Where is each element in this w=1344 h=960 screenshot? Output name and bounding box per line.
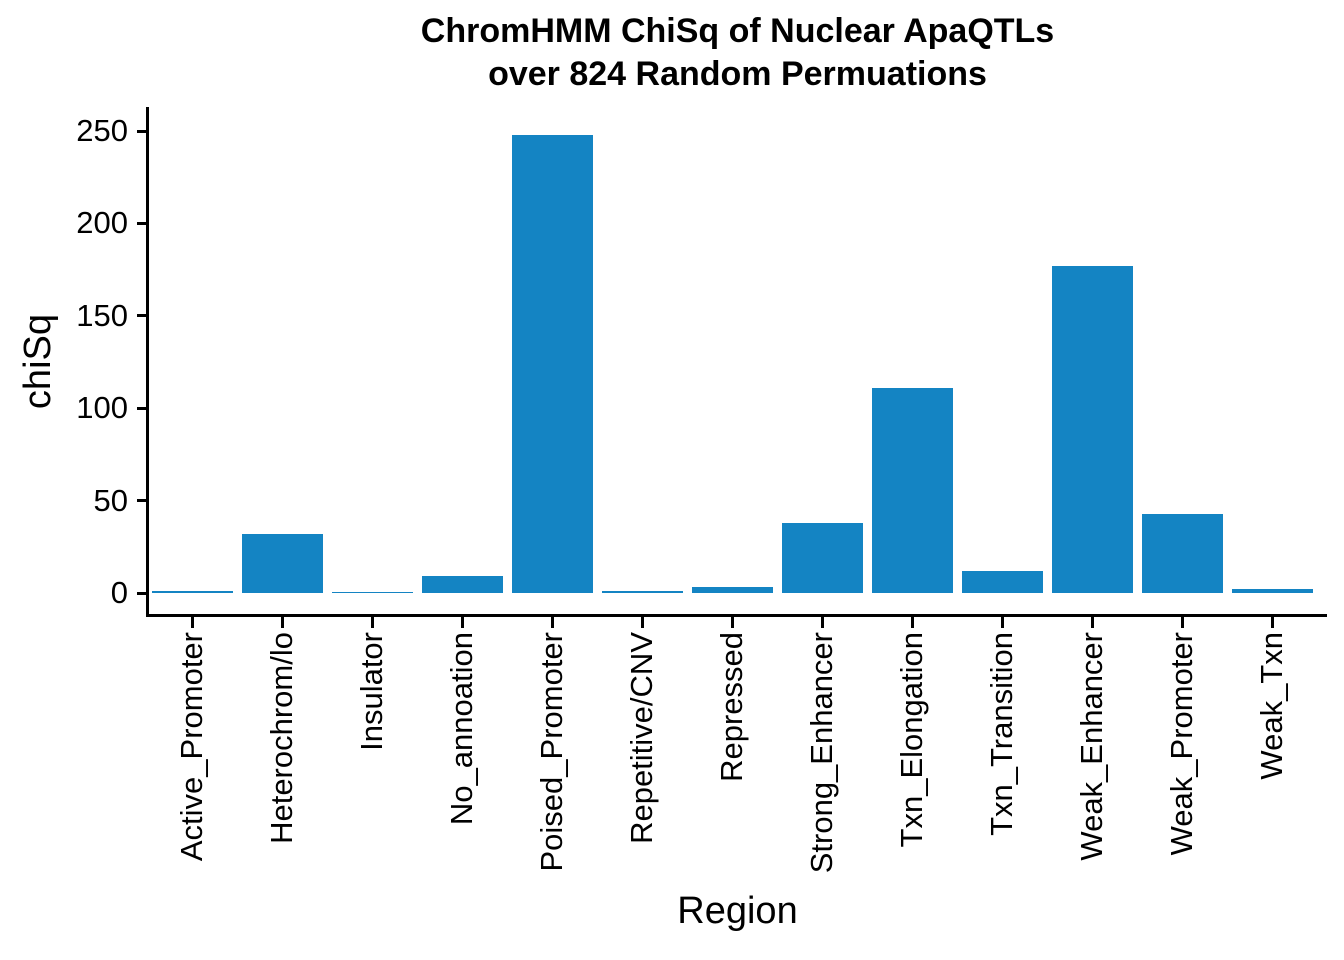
x-tick-mark: [1180, 617, 1184, 628]
x-tick-mark: [1090, 617, 1094, 628]
bar-Poised_Promoter: [511, 134, 593, 593]
y-axis-spine: [146, 107, 149, 617]
bar-Weak_Txn: [1231, 589, 1313, 593]
x-tick-mark: [190, 617, 194, 628]
x-tick-label: Active_Promoter: [174, 632, 209, 862]
x-tick-label: Insulator: [354, 632, 389, 751]
bar-Strong_Enhancer: [781, 522, 863, 593]
x-tick-label: Txn_Elongation: [894, 632, 929, 848]
x-axis-spine: [146, 614, 1327, 617]
bar-No_annoation: [421, 576, 503, 593]
x-tick-mark: [370, 617, 374, 628]
y-tick-mark: [137, 591, 148, 595]
chart-title: ChromHMM ChiSq of Nuclear ApaQTLs over 8…: [148, 10, 1327, 96]
y-tick-mark: [137, 499, 148, 503]
y-tick-label: 0: [110, 575, 128, 610]
y-tick-mark: [137, 129, 148, 133]
y-tick-label: 200: [76, 205, 128, 241]
x-tick-label: Weak_Txn: [1254, 632, 1289, 780]
bar-Active_Promoter: [151, 591, 233, 593]
chart-title-line2: over 824 Random Permuations: [488, 55, 987, 93]
bar-Txn_Transition: [961, 570, 1043, 593]
x-tick-mark: [1270, 617, 1274, 628]
x-tick-mark: [640, 617, 644, 628]
x-tick-label: Repetitive/CNV: [624, 632, 659, 844]
x-tick-mark: [550, 617, 554, 628]
y-axis-label-box: chiSq: [14, 107, 62, 617]
x-tick-label: No_annoation: [444, 632, 479, 826]
x-tick-label: Poised_Promoter: [534, 632, 569, 872]
bar-Insulator: [331, 591, 413, 593]
bar-Repressed: [691, 587, 773, 593]
x-tick-mark: [730, 617, 734, 628]
x-tick-label: Heterochrom/lo: [264, 632, 299, 844]
x-tick-mark: [460, 617, 464, 628]
y-tick-label: 100: [76, 390, 128, 426]
x-tick-label: Weak_Promoter: [1164, 632, 1199, 856]
x-tick-mark: [820, 617, 824, 628]
y-tick-label: 50: [93, 482, 128, 518]
bar-Heterochrom/lo: [241, 533, 323, 593]
y-tick-label: 150: [76, 297, 128, 333]
x-tick-mark: [280, 617, 284, 628]
y-tick-label: 250: [76, 113, 128, 148]
x-tick-label: Strong_Enhancer: [804, 632, 839, 874]
x-tick-label: Repressed: [714, 632, 749, 782]
x-axis-label: Region: [677, 890, 798, 932]
bar-Txn_Elongation: [871, 387, 953, 593]
x-tick-label: Txn_Transition: [984, 632, 1019, 836]
bar-Weak_Promoter: [1141, 513, 1223, 593]
y-tick-mark: [137, 314, 148, 318]
bar-Weak_Enhancer: [1051, 265, 1133, 593]
y-tick-mark: [137, 406, 148, 410]
x-tick-mark: [1000, 617, 1004, 628]
x-tick-label: Weak_Enhancer: [1074, 632, 1109, 861]
chart-title-line1: ChromHMM ChiSq of Nuclear ApaQTLs: [420, 12, 1055, 50]
y-tick-mark: [137, 221, 148, 225]
bar-Repetitive/CNV: [601, 591, 683, 593]
x-tick-mark: [910, 617, 914, 628]
